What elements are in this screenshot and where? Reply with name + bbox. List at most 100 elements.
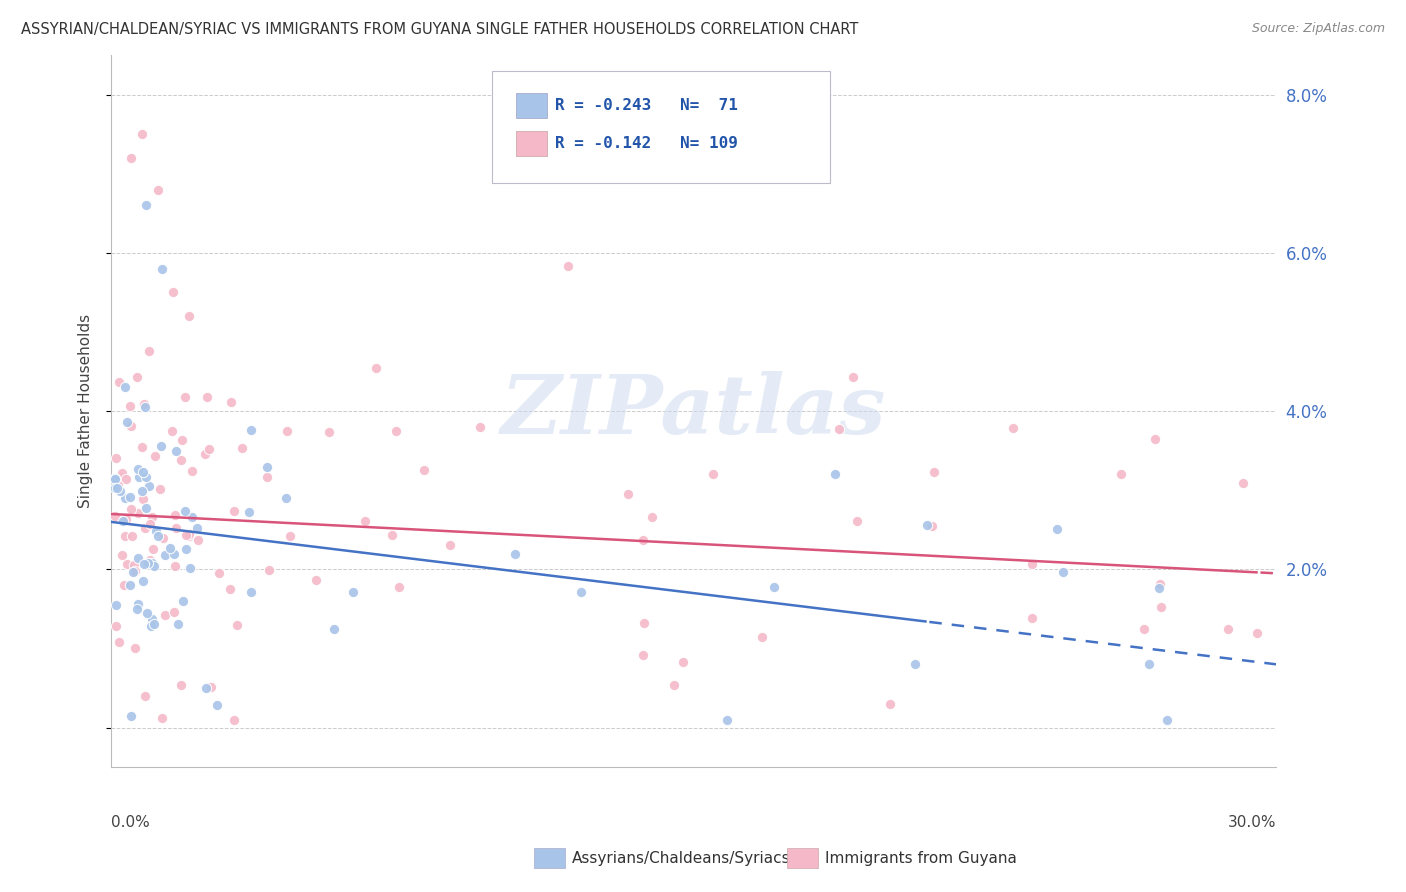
Point	[1149, 577, 1171, 591]
Point	[149, 483, 172, 497]
Text: R = -0.243   N=  71: R = -0.243 N= 71	[555, 98, 738, 112]
Point	[122, 566, 145, 580]
Point	[132, 557, 155, 571]
Point	[181, 510, 204, 524]
Point	[1156, 713, 1178, 727]
Point	[1216, 622, 1239, 636]
Point	[141, 510, 163, 524]
Point	[633, 533, 655, 548]
Point	[131, 440, 153, 454]
Text: 30.0%: 30.0%	[1227, 814, 1277, 830]
Point	[114, 491, 136, 506]
Point	[132, 397, 155, 411]
Point	[163, 559, 186, 574]
Point	[841, 370, 863, 384]
Point	[122, 558, 145, 572]
Point	[256, 470, 278, 484]
Point	[238, 505, 260, 519]
Point	[153, 608, 176, 623]
Point	[111, 514, 134, 528]
Point	[633, 616, 655, 631]
Point	[413, 463, 436, 477]
Point	[385, 424, 408, 438]
Point	[342, 584, 364, 599]
Point	[134, 689, 156, 703]
Text: 0.0%: 0.0%	[111, 814, 150, 830]
Point	[1150, 600, 1173, 615]
Point	[278, 529, 301, 543]
Point	[127, 597, 149, 611]
Point	[127, 551, 149, 566]
Point	[108, 469, 131, 483]
Point	[439, 538, 461, 552]
Point	[111, 548, 134, 562]
Point	[1246, 625, 1268, 640]
Point	[104, 472, 127, 486]
Point	[114, 528, 136, 542]
Point	[222, 713, 245, 727]
Point	[187, 533, 209, 548]
Text: Source: ZipAtlas.com: Source: ZipAtlas.com	[1251, 22, 1385, 36]
Point	[1144, 433, 1167, 447]
Text: ZIPatlas: ZIPatlas	[501, 371, 886, 451]
Point	[120, 151, 142, 165]
Point	[132, 574, 155, 589]
Point	[172, 593, 194, 607]
Point	[159, 541, 181, 555]
Point	[143, 617, 166, 632]
Point	[824, 467, 846, 482]
Point	[468, 420, 491, 434]
Point	[165, 443, 187, 458]
Point	[153, 548, 176, 562]
Point	[240, 423, 263, 437]
Point	[107, 634, 129, 648]
Point	[257, 563, 280, 577]
Point	[138, 517, 160, 532]
Point	[104, 508, 127, 523]
Point	[641, 510, 664, 524]
Point	[219, 582, 242, 596]
Point	[104, 481, 127, 495]
Point	[120, 419, 142, 434]
Point	[104, 618, 127, 632]
Point	[162, 285, 184, 300]
Point	[150, 711, 173, 725]
Y-axis label: Single Father Households: Single Father Households	[79, 314, 93, 508]
Point	[131, 491, 153, 506]
Point	[135, 501, 157, 516]
Point	[120, 502, 142, 516]
Point	[274, 491, 297, 506]
Point	[121, 529, 143, 543]
Point	[139, 553, 162, 567]
Point	[105, 450, 128, 465]
Point	[138, 343, 160, 358]
Point	[165, 520, 187, 534]
Point	[231, 442, 253, 456]
Point	[174, 542, 197, 557]
Point	[186, 521, 208, 535]
Point	[922, 465, 945, 479]
Point	[207, 698, 229, 713]
Point	[256, 459, 278, 474]
Point	[163, 547, 186, 561]
Point	[152, 531, 174, 545]
Point	[127, 461, 149, 475]
Point	[179, 526, 201, 541]
Point	[170, 434, 193, 448]
Point	[387, 580, 409, 594]
Point	[120, 490, 142, 504]
Point	[105, 481, 128, 495]
Point	[751, 631, 773, 645]
Point	[366, 361, 388, 376]
Point	[141, 556, 163, 570]
Point	[828, 422, 851, 436]
Point	[1021, 611, 1043, 625]
Point	[672, 655, 695, 669]
Point	[135, 198, 157, 212]
Point	[128, 470, 150, 484]
Point	[118, 578, 141, 592]
Point	[904, 657, 927, 671]
Point	[195, 681, 218, 695]
Point	[112, 578, 135, 592]
Point	[219, 395, 242, 409]
